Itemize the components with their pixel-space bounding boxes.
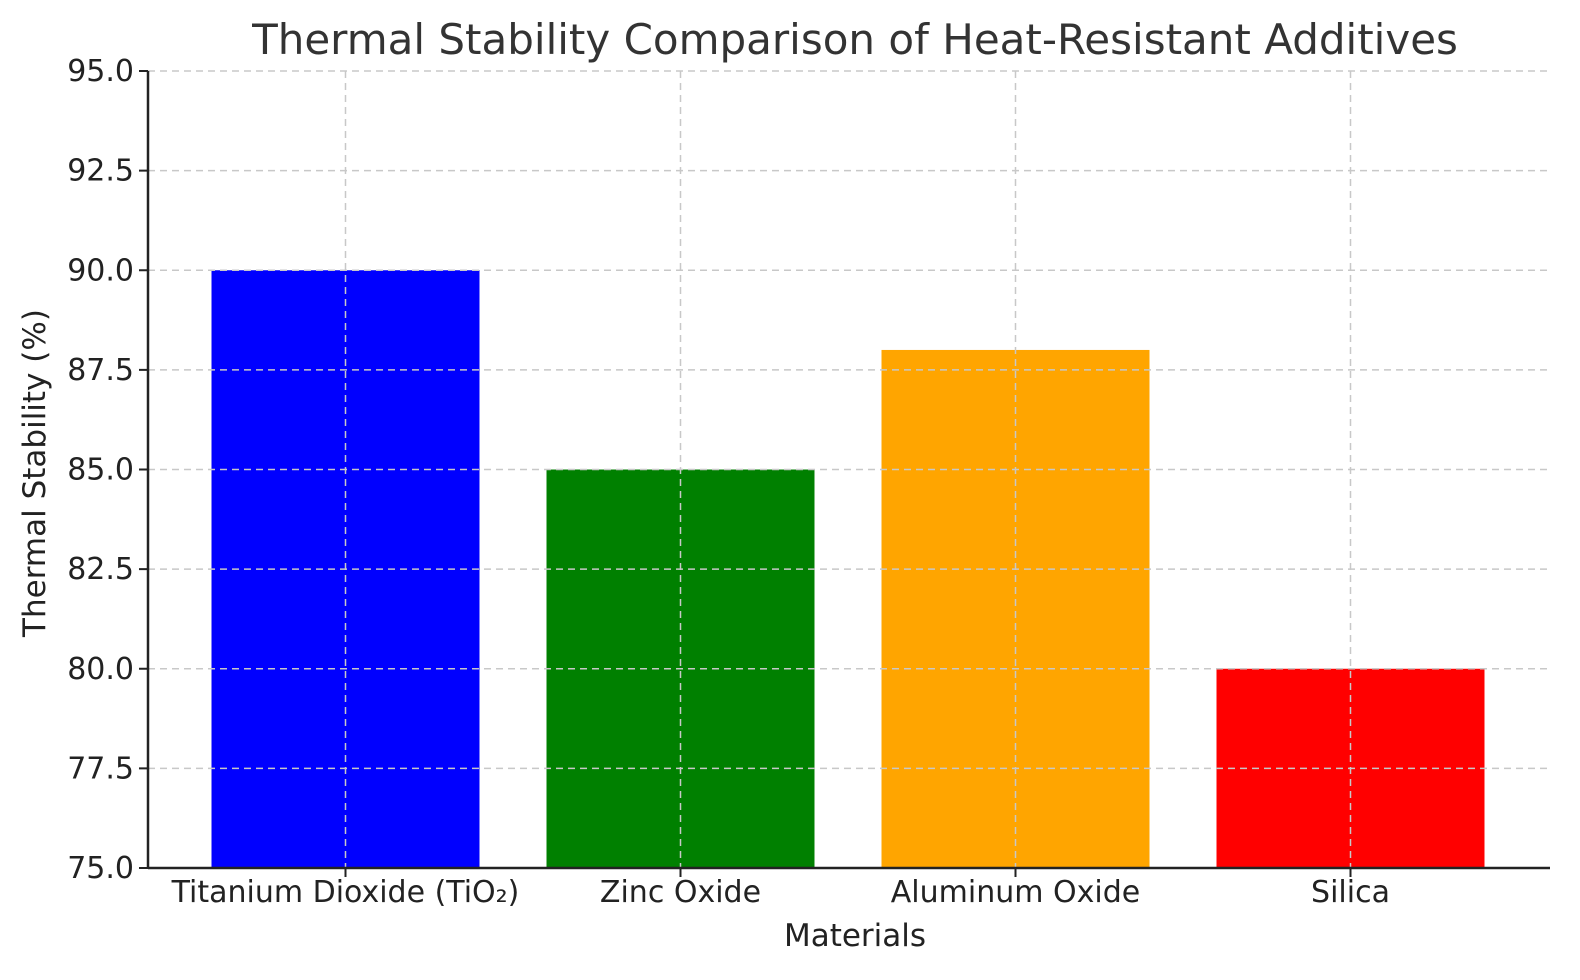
y-axis-label: Thermal Stability (%): [17, 309, 53, 638]
y-tick-label: 92.5: [67, 154, 134, 189]
y-tick-label: 75.0: [67, 851, 134, 886]
y-tick-label: 85.0: [67, 453, 134, 488]
bar-aluminum-oxide: [881, 349, 1150, 868]
y-ticks: 75.0 77.5 80.0 82.5 85.0 87.5 90.0 92.5 95.0: [67, 54, 148, 886]
y-tick-label: 95.0: [67, 54, 134, 89]
y-tick-label: 87.5: [67, 353, 134, 388]
x-tick-label: Titanium Dioxide (TiO₂): [171, 875, 520, 910]
y-tick-label: 80.0: [67, 652, 134, 687]
y-tick-label: 82.5: [67, 552, 134, 587]
x-tick-label: Silica: [1311, 875, 1390, 910]
x-axis-label: Materials: [784, 918, 926, 954]
x-tick-label: Zinc Oxide: [600, 875, 761, 910]
x-tick-label: Aluminum Oxide: [891, 875, 1140, 910]
y-tick-label: 77.5: [67, 751, 134, 786]
x-ticks: Titanium Dioxide (TiO₂) Zinc Oxide Aluminu…: [171, 868, 1390, 910]
chart-title: Thermal Stability Comparison of Heat-Res…: [251, 15, 1458, 64]
grid-overlay: [148, 70, 1550, 868]
y-tick-label: 90.0: [67, 253, 134, 288]
